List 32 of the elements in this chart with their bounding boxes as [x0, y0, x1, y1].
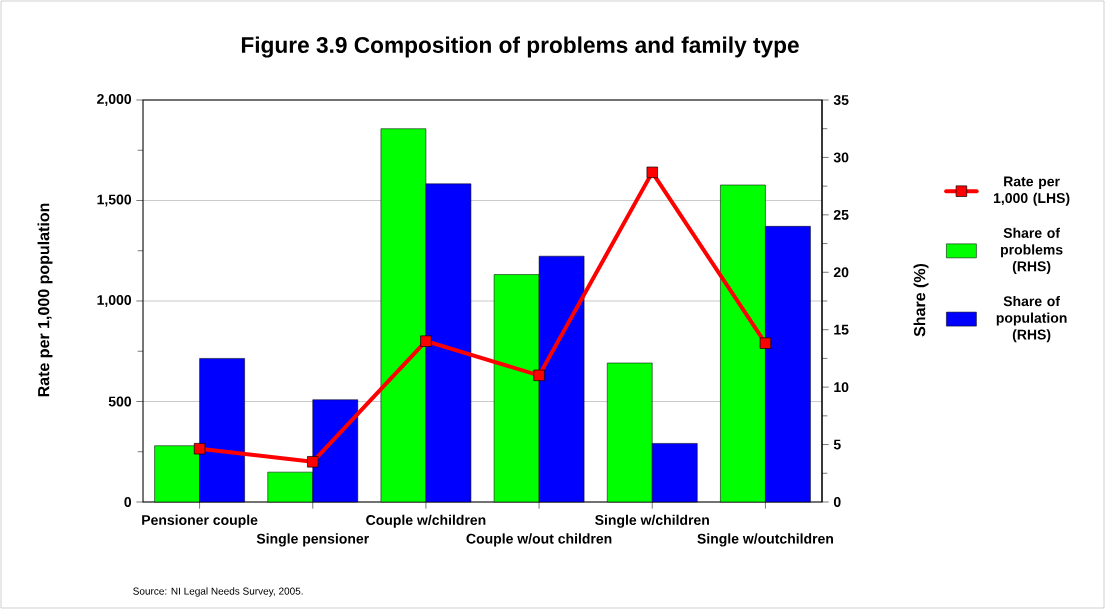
legend-label: Share of problems (RHS): [1001, 227, 1063, 275]
point: [193, 443, 206, 455]
legend-label: Rate per 1,000 (LHS): [993, 176, 1070, 206]
point: [307, 456, 319, 468]
chart-title: Figure 3.9 Composition of problems and family type: [241, 36, 799, 58]
source-note: Source: NI Legal Needs Survey, 2005.: [133, 587, 303, 597]
y-tick-label: 1,000: [97, 295, 132, 307]
y-tick-label: 2,000: [97, 94, 132, 106]
y2-tick-label: 0: [833, 497, 841, 507]
y2-tick-label: 15: [834, 324, 849, 335]
point: [420, 335, 432, 347]
y-tick-label: 1,500: [97, 194, 132, 207]
x-tick-label: Couple w/out children: [466, 533, 612, 547]
y2-tick-label: 10: [834, 382, 849, 393]
legend-label: Share of population (RHS): [996, 295, 1067, 343]
y2-axis-title: Share (%): [913, 263, 929, 337]
y-tick-label: 500: [108, 396, 132, 407]
x-tick-label: Single pensioner: [256, 533, 369, 547]
y2-tick-label: 25: [833, 209, 849, 220]
point: [646, 166, 658, 179]
y2-tick-label: 30: [833, 152, 849, 163]
point: [533, 369, 545, 382]
y-tick-label: 0: [124, 497, 132, 507]
point: [759, 337, 772, 349]
x-tick-label: Single w/outchildren: [697, 533, 833, 547]
x-tick-label: Couple w/children: [366, 514, 486, 528]
x-tick-label: Pensioner couple: [142, 514, 258, 528]
y2-tick-label: 35: [833, 95, 849, 105]
y2-tick-label: 5: [833, 439, 841, 450]
y-axis-title: Rate per 1,000 population: [37, 203, 53, 397]
y2-tick-label: 20: [833, 267, 849, 278]
x-tick-label: Single w/children: [595, 514, 709, 528]
